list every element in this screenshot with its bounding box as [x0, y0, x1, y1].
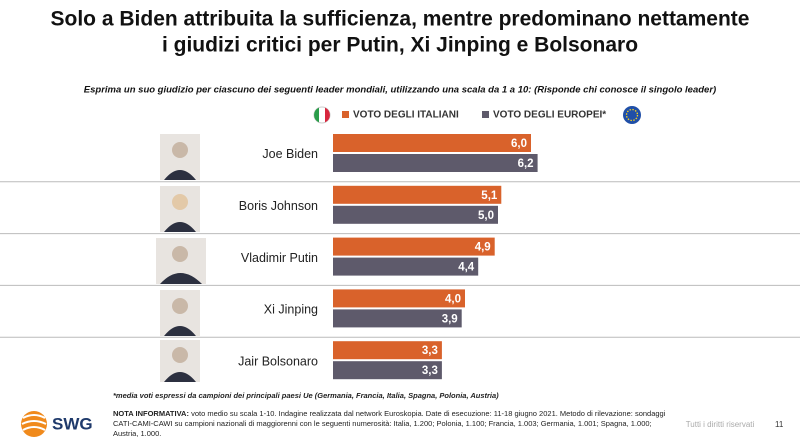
- leader-photos: [156, 134, 206, 382]
- logo-mark: [21, 411, 47, 437]
- rights: Tutti i diritti riservati: [686, 420, 755, 429]
- bar: [333, 361, 442, 380]
- bar: [333, 205, 498, 224]
- bar: [333, 289, 465, 308]
- category-label: Joe Biden: [262, 147, 318, 161]
- legend-swatch: [342, 111, 349, 118]
- subtitle: Esprima un suo giudizio per ciascuno dei…: [84, 85, 716, 96]
- value-label: 6,2: [518, 158, 534, 170]
- value-label: 3,3: [422, 345, 438, 357]
- legend-label: VOTO DEGLI ITALIANI: [353, 110, 459, 121]
- bar: [333, 341, 442, 360]
- category-label: Jair Bolsonaro: [238, 354, 318, 368]
- italy-flag: [313, 106, 331, 124]
- category-label: Xi Jinping: [264, 303, 318, 317]
- note-text: voto medio su scala 1-10. Indagine reali…: [113, 409, 666, 438]
- legend-label: VOTO DEGLI EUROPEI*: [493, 110, 606, 121]
- bar: [333, 237, 495, 256]
- value-label: 4,0: [445, 293, 461, 305]
- value-label: 4,4: [458, 262, 475, 274]
- bar: [333, 134, 531, 152]
- value-label: 6,0: [511, 138, 527, 150]
- bar: [333, 154, 538, 172]
- value-label: 5,0: [478, 210, 494, 222]
- eu-flag: [623, 106, 641, 124]
- legend-swatch: [482, 111, 489, 118]
- category-label: Vladimir Putin: [241, 251, 318, 265]
- value-label: 3,9: [442, 313, 458, 325]
- note: NOTA INFORMATIVA: voto medio su scala 1-…: [113, 409, 673, 439]
- value-label: 4,9: [475, 242, 491, 254]
- title-line: i giudizi critici per Putin, Xi Jinping …: [162, 34, 638, 57]
- note-label: NOTA INFORMATIVA:: [113, 409, 189, 418]
- title-line: Solo a Biden attribuita la sufficienza, …: [51, 8, 750, 31]
- value-label: 3,3: [422, 365, 438, 377]
- footnote: *media voti espressi da campioni dei pri…: [113, 391, 499, 400]
- bar: [333, 257, 479, 276]
- category-label: Boris Johnson: [239, 199, 318, 213]
- value-label: 5,1: [481, 190, 498, 202]
- bar: [333, 309, 462, 328]
- logo-text: SWG: [52, 414, 93, 433]
- page-number: 11: [775, 420, 784, 429]
- bar: [333, 185, 502, 204]
